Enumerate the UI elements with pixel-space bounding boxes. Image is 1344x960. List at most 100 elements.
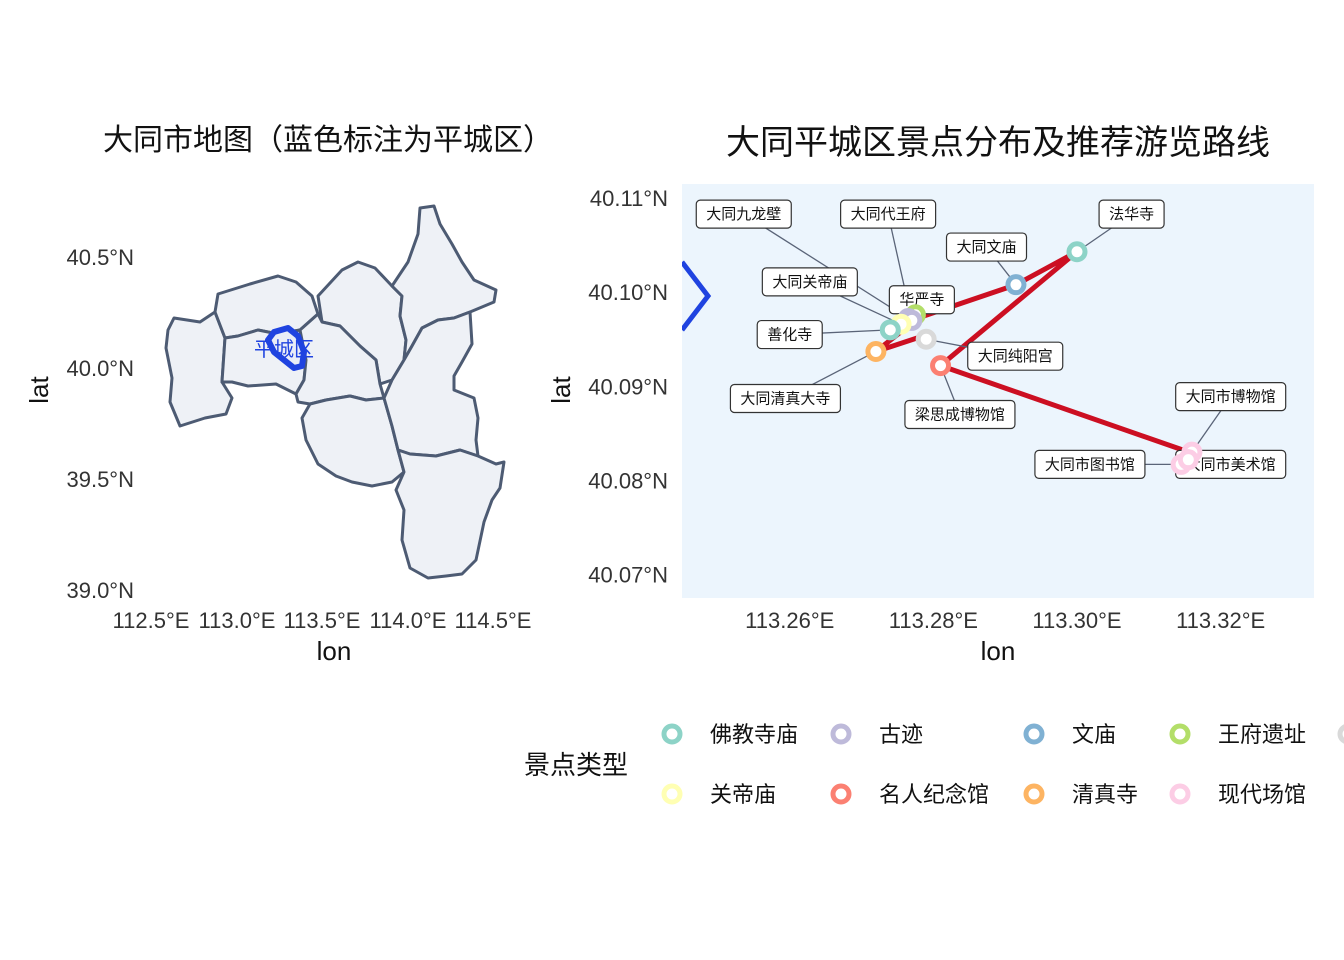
x-tick: 113.0°E (199, 608, 276, 633)
attraction-label: 大同清真大寺 (740, 390, 830, 408)
y-tick: 40.07°N (588, 562, 668, 587)
attraction-marker (930, 355, 952, 377)
legend-title: 景点类型 (524, 751, 628, 781)
y-tick: 40.11°N (590, 186, 668, 211)
pingcheng-label: 平城区 (254, 337, 314, 361)
pingcheng-district-highlight (265, 325, 307, 371)
chart-x-ticks: 113.26°E 113.28°E 113.30°E 113.32°E (745, 608, 1265, 633)
legend-marker (661, 783, 683, 805)
attraction-label: 大同市博物馆 (1186, 388, 1276, 406)
label-box (945, 232, 1028, 262)
chart-y-ticks: 40.11°N 40.10°N 40.09°N 40.08°N 40.07°N (588, 186, 668, 587)
attraction-marker (1066, 241, 1088, 263)
pingcheng-boundary-edge (682, 260, 712, 332)
legend-marker (1023, 783, 1045, 805)
legend-marker (661, 723, 683, 745)
legend-marker (1169, 783, 1191, 805)
label-box (1034, 449, 1146, 479)
legend-item: 现代场馆 (1169, 783, 1306, 808)
attraction-marker (865, 340, 887, 362)
legend-item (1337, 724, 1344, 744)
legend-label: 现代场馆 (1218, 783, 1306, 808)
attraction-label: 华严寺 (899, 291, 944, 309)
left-map-y-ticks: 40.5°N 40.0°N 39.5°N 39.0°N (66, 245, 134, 603)
chart-y-label: lat (546, 375, 576, 403)
legend-item: 文庙 (1023, 723, 1116, 748)
x-tick: 113.26°E (745, 608, 834, 633)
attraction-label: 大同关帝庙 (772, 273, 847, 291)
right-chart-panel: 大同平城区景点分布及推荐游览路线 大同九龙壁 大同代王府 法华寺大同文庙大同关帝庙华… (546, 123, 1314, 666)
attraction-label: 大同代王府 (851, 205, 926, 223)
y-tick: 40.10°N (588, 280, 668, 305)
plot-layer: 大同九龙壁 大同代王府 法华寺大同文庙大同关帝庙华严寺善化寺大同纯阳宫大同清真大寺梁… (682, 199, 1287, 479)
attraction-marker (1177, 449, 1199, 471)
legend-item: 清真寺 (1023, 783, 1138, 808)
legend-label: 古迹 (879, 723, 923, 748)
label-box (729, 383, 842, 414)
label-box (904, 399, 1016, 430)
y-tick: 40.09°N (588, 374, 668, 399)
attraction-marker (1005, 274, 1027, 296)
legend-label: 清真寺 (1072, 783, 1138, 808)
route-line (938, 249, 1204, 460)
attraction-label: 善化寺 (767, 326, 812, 344)
attraction-label: 梁思成博物馆 (915, 406, 1005, 424)
legend-item: 名人纪念馆 (830, 783, 989, 808)
attraction-marker (915, 328, 937, 350)
chart-title: 大同平城区景点分布及推荐游览路线 (726, 123, 1270, 163)
legend-label: 王府遗址 (1218, 723, 1306, 748)
label-layer: 大同九龙壁 大同代王府 法华寺大同文庙大同关帝庙华严寺善化寺大同纯阳宫大同清真大寺梁… (695, 199, 1287, 479)
y-tick: 40.0°N (66, 356, 134, 381)
district-north-east (390, 204, 498, 362)
x-tick: 112.5°E (113, 608, 190, 633)
attraction-label: 大同市美术馆 (1186, 455, 1276, 473)
legend-marker (1337, 724, 1344, 744)
left-map-y-label: lat (24, 375, 54, 403)
y-tick: 39.0°N (66, 578, 134, 603)
legend-marker (1023, 723, 1045, 745)
x-tick: 113.5°E (284, 608, 361, 633)
legend-label: 文庙 (1072, 723, 1116, 748)
y-tick: 40.08°N (588, 468, 668, 493)
label-box (967, 341, 1064, 371)
label-box (695, 199, 792, 229)
legend-marker (830, 783, 852, 805)
legend-marker (830, 723, 852, 745)
plot-content: 大同九龙壁 大同代王府 法华寺大同文庙大同关帝庙华严寺善化寺大同纯阳宫大同清真大寺梁… (682, 199, 1287, 479)
x-tick: 114.5°E (455, 608, 532, 633)
chart-x-label: lon (981, 636, 1016, 666)
label-box (756, 319, 823, 350)
legend-item: 古迹 (830, 723, 923, 748)
x-tick: 113.28°E (889, 608, 978, 633)
datong-districts (164, 204, 506, 580)
legend-item: 佛教寺庙 (661, 723, 798, 748)
legend-label: 名人纪念馆 (879, 783, 989, 808)
label-box (761, 267, 858, 297)
x-tick: 113.32°E (1176, 608, 1265, 633)
district-south-east (394, 448, 506, 580)
label-box (1175, 382, 1287, 412)
attraction-label: 法华寺 (1109, 205, 1154, 223)
attraction-marker (879, 319, 901, 341)
label-box (1098, 199, 1165, 229)
leader-line (743, 213, 909, 320)
attraction-label: 大同市图书馆 (1045, 455, 1135, 473)
district-south-west (300, 394, 406, 488)
left-map-x-ticks: 112.5°E 113.0°E 113.5°E 114.0°E 114.5°E (113, 608, 532, 633)
left-map-title: 大同市地图（蓝色标注为平城区） (103, 123, 553, 158)
x-tick: 114.0°E (370, 608, 447, 633)
label-box (840, 199, 937, 229)
y-tick: 39.5°N (66, 467, 134, 492)
x-tick: 113.30°E (1032, 608, 1121, 633)
left-map-x-label: lon (317, 636, 352, 666)
y-tick: 40.5°N (66, 245, 134, 270)
legend-item: 关帝庙 (661, 783, 776, 808)
left-map-panel: 大同市地图（蓝色标注为平城区） 平城区 40.5°N (24, 123, 553, 666)
legend-label: 佛教寺庙 (710, 723, 798, 748)
legend-marker (1169, 723, 1191, 745)
attraction-label: 大同文庙 (957, 238, 1017, 256)
attraction-label: 大同纯阳宫 (978, 347, 1053, 365)
